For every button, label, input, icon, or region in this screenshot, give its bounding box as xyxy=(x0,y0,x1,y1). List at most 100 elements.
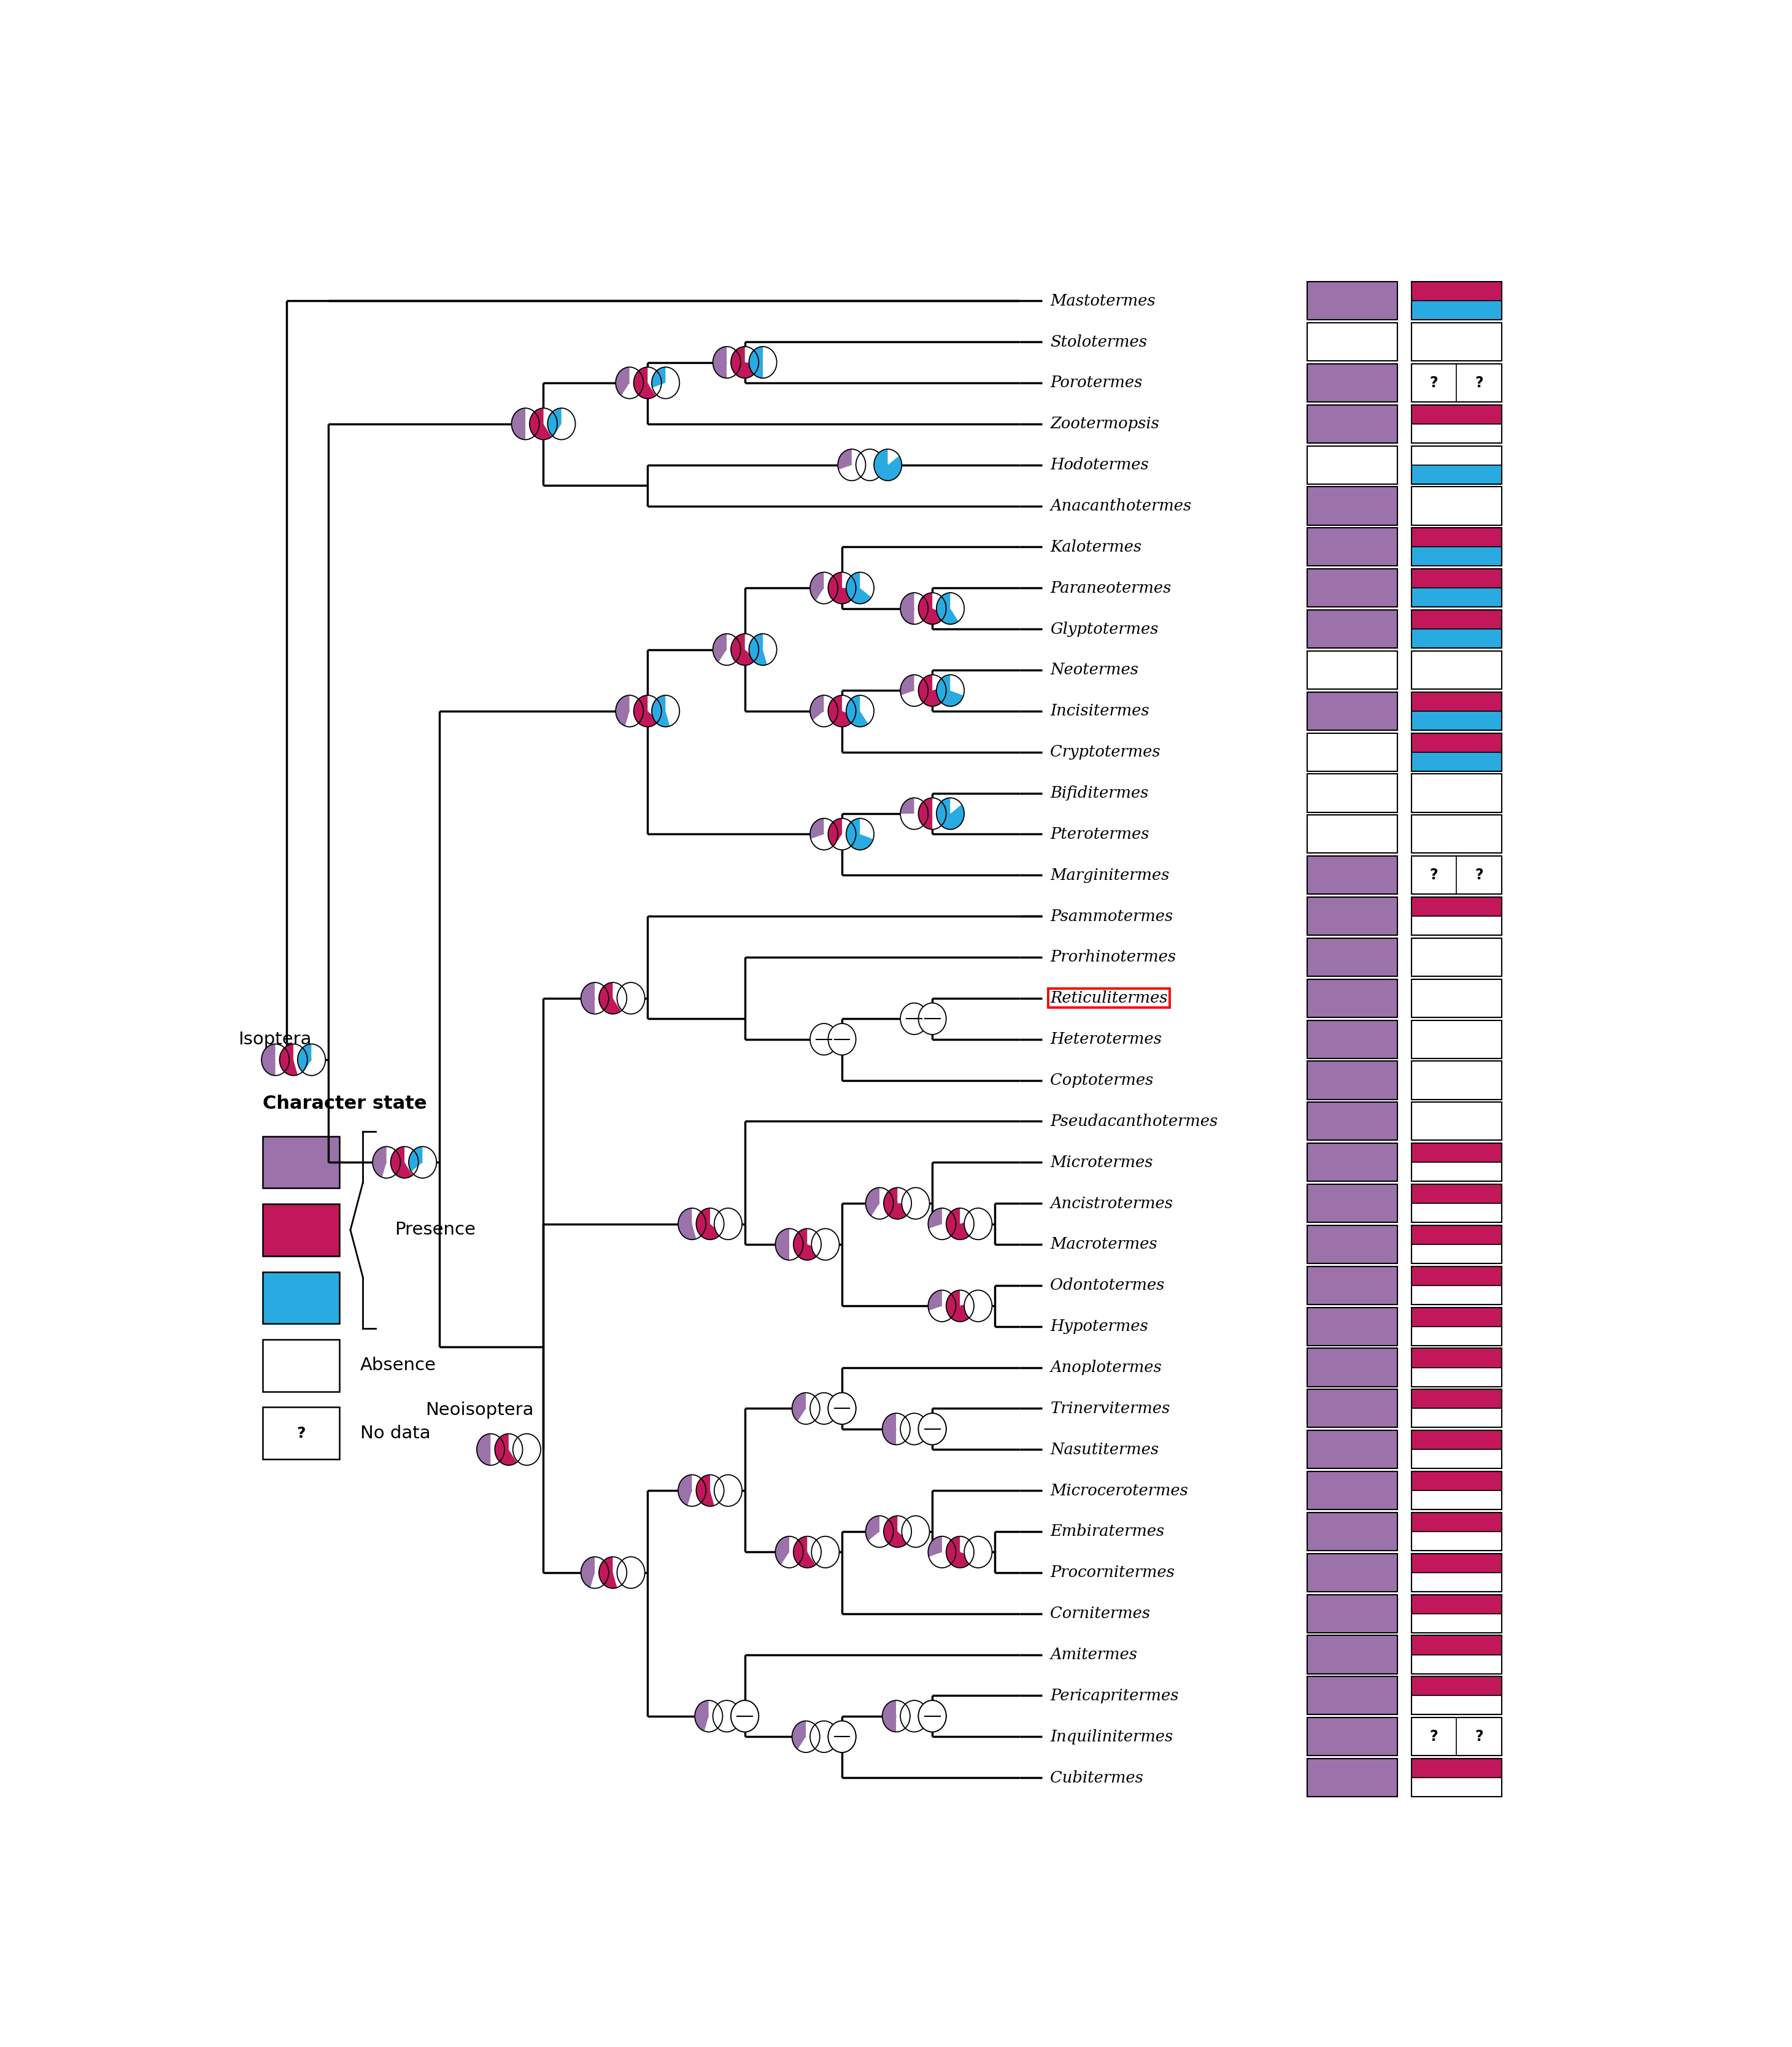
Bar xyxy=(1412,733,1502,772)
Circle shape xyxy=(964,1208,993,1240)
Wedge shape xyxy=(776,1537,788,1564)
Wedge shape xyxy=(810,819,824,839)
Bar xyxy=(1412,487,1502,524)
Text: Hodotermes: Hodotermes xyxy=(1050,456,1149,473)
Bar xyxy=(1412,1326,1502,1345)
Bar xyxy=(1308,897,1398,935)
Bar xyxy=(1412,1717,1502,1756)
Wedge shape xyxy=(860,573,874,598)
Wedge shape xyxy=(599,983,622,1013)
Bar xyxy=(1412,1490,1502,1509)
Circle shape xyxy=(810,1722,839,1752)
Text: Anacanthotermes: Anacanthotermes xyxy=(1050,497,1192,514)
Bar xyxy=(1308,856,1398,895)
Wedge shape xyxy=(581,1558,595,1588)
Wedge shape xyxy=(806,1228,821,1249)
Bar xyxy=(1308,938,1398,976)
Circle shape xyxy=(901,1187,930,1220)
Wedge shape xyxy=(900,798,914,813)
Wedge shape xyxy=(898,1187,912,1204)
Bar xyxy=(1412,1554,1502,1572)
Circle shape xyxy=(828,1392,857,1425)
Bar xyxy=(1412,1777,1502,1797)
Text: Pericapritermes: Pericapritermes xyxy=(1050,1689,1179,1703)
Circle shape xyxy=(715,1474,742,1507)
Wedge shape xyxy=(652,366,679,399)
Wedge shape xyxy=(745,346,758,362)
Wedge shape xyxy=(391,1146,412,1179)
Wedge shape xyxy=(919,594,946,624)
Bar xyxy=(263,1136,339,1187)
Wedge shape xyxy=(828,819,842,847)
Text: Cubitermes: Cubitermes xyxy=(1050,1771,1143,1785)
Text: Microtermes: Microtermes xyxy=(1050,1155,1152,1171)
Bar xyxy=(1412,1349,1502,1386)
Bar xyxy=(1412,446,1502,483)
Bar xyxy=(263,1406,339,1460)
Bar xyxy=(1412,405,1502,424)
Circle shape xyxy=(900,1701,928,1732)
Wedge shape xyxy=(665,696,679,727)
Bar xyxy=(1308,1267,1398,1304)
Wedge shape xyxy=(634,366,656,399)
Bar xyxy=(1412,1531,1502,1552)
Bar xyxy=(1308,282,1398,319)
Text: Porotermes: Porotermes xyxy=(1050,375,1143,391)
Wedge shape xyxy=(591,1558,609,1588)
Wedge shape xyxy=(745,635,758,659)
Wedge shape xyxy=(928,1208,943,1228)
Wedge shape xyxy=(797,1392,819,1425)
Wedge shape xyxy=(749,635,767,665)
Bar xyxy=(1308,1636,1398,1674)
Wedge shape xyxy=(616,366,629,395)
Text: Pterotermes: Pterotermes xyxy=(1050,827,1149,841)
Wedge shape xyxy=(704,1701,722,1732)
Circle shape xyxy=(713,1701,740,1732)
Bar xyxy=(1412,1226,1502,1245)
Bar xyxy=(1412,774,1502,813)
Wedge shape xyxy=(581,983,595,1013)
Wedge shape xyxy=(511,407,525,440)
Bar xyxy=(1412,424,1502,442)
Wedge shape xyxy=(846,696,869,727)
Bar xyxy=(1412,1267,1502,1304)
Text: Bifiditermes: Bifiditermes xyxy=(1050,786,1149,800)
Circle shape xyxy=(901,1515,930,1548)
Bar xyxy=(1412,1142,1502,1163)
Wedge shape xyxy=(810,819,839,850)
Circle shape xyxy=(828,1722,857,1752)
Circle shape xyxy=(828,1722,857,1752)
Bar xyxy=(1412,1408,1502,1427)
Text: Absence: Absence xyxy=(360,1357,435,1374)
Bar xyxy=(1308,1142,1398,1181)
Wedge shape xyxy=(810,573,824,600)
Bar xyxy=(1308,405,1398,442)
Wedge shape xyxy=(647,366,661,395)
Circle shape xyxy=(715,1208,742,1240)
Text: Macrotermes: Macrotermes xyxy=(1050,1236,1158,1253)
Text: ?: ? xyxy=(1430,1730,1439,1744)
Wedge shape xyxy=(781,1537,803,1568)
Bar xyxy=(1412,1226,1502,1263)
Wedge shape xyxy=(900,594,914,624)
Bar xyxy=(1412,1595,1502,1613)
Text: Neotermes: Neotermes xyxy=(1050,663,1138,678)
Bar xyxy=(1308,1595,1398,1634)
Wedge shape xyxy=(262,1044,276,1075)
Bar xyxy=(1412,1245,1502,1263)
Bar xyxy=(1412,628,1502,649)
Wedge shape xyxy=(937,594,959,624)
Bar xyxy=(1412,1019,1502,1058)
Text: Reticulitermes: Reticulitermes xyxy=(1050,991,1168,1005)
Wedge shape xyxy=(806,1537,821,1564)
Wedge shape xyxy=(860,696,874,725)
Bar xyxy=(1412,446,1502,465)
Bar xyxy=(1308,1019,1398,1058)
Bar xyxy=(1412,1431,1502,1449)
Wedge shape xyxy=(697,1208,722,1240)
Wedge shape xyxy=(280,1044,297,1075)
Text: Hypotermes: Hypotermes xyxy=(1050,1318,1149,1335)
Bar xyxy=(1308,610,1398,649)
Wedge shape xyxy=(874,448,901,481)
Wedge shape xyxy=(961,1537,973,1558)
